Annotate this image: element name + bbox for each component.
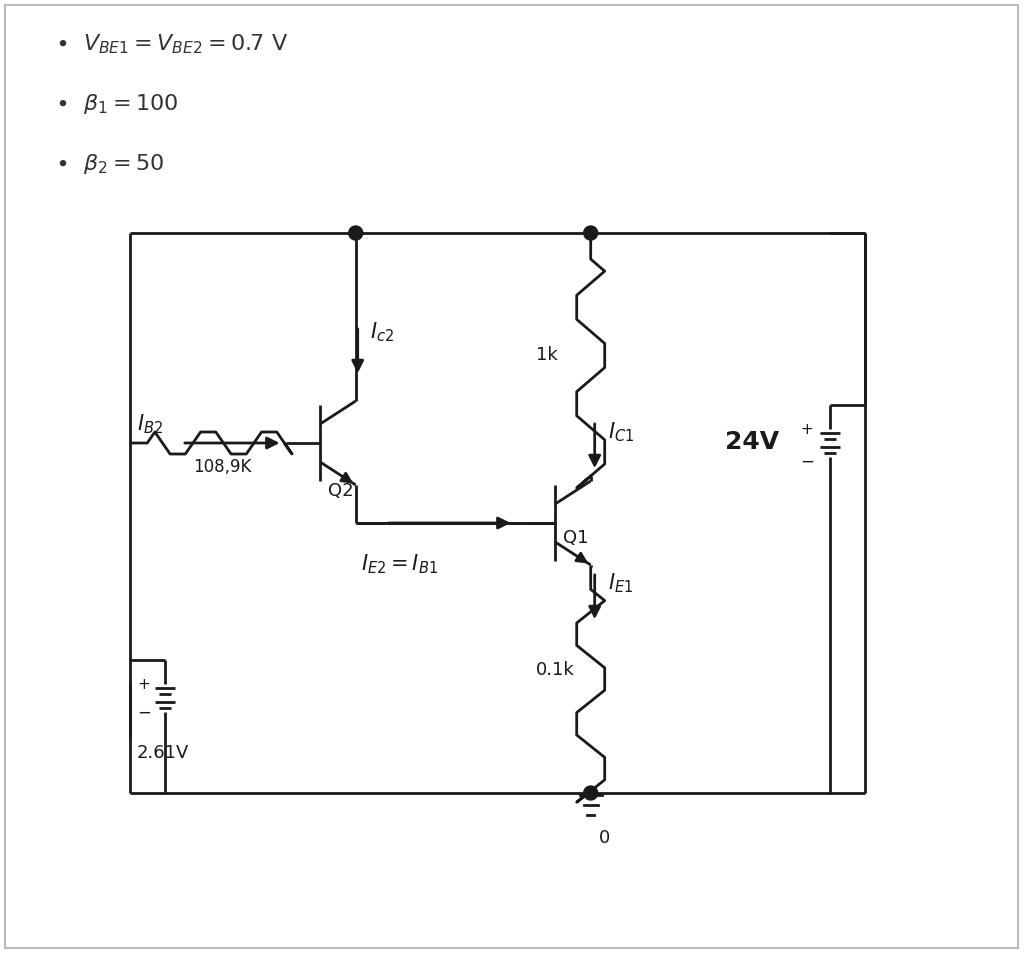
FancyBboxPatch shape bbox=[5, 6, 1018, 948]
Text: +: + bbox=[800, 422, 813, 437]
Text: Q1: Q1 bbox=[563, 529, 589, 546]
Text: $\bullet$  $V_{BE1} = V_{BE2} = 0.7\ \mathrm{V}$: $\bullet$ $V_{BE1} = V_{BE2} = 0.7\ \mat… bbox=[55, 32, 288, 55]
Text: $I_{c2}$: $I_{c2}$ bbox=[370, 320, 394, 343]
Text: $I_{E2}=I_{B1}$: $I_{E2}=I_{B1}$ bbox=[360, 552, 437, 575]
Text: 2.61V: 2.61V bbox=[137, 743, 189, 761]
Text: 0: 0 bbox=[599, 828, 610, 846]
Text: −: − bbox=[800, 453, 814, 471]
Text: $I_{B2}$: $I_{B2}$ bbox=[137, 412, 163, 436]
Text: Q2: Q2 bbox=[328, 481, 353, 499]
Text: $\bullet$  $\beta_1 = 100$: $\bullet$ $\beta_1 = 100$ bbox=[55, 91, 178, 116]
Circle shape bbox=[584, 786, 598, 801]
Text: $I_{E1}$: $I_{E1}$ bbox=[607, 571, 633, 594]
Circle shape bbox=[584, 227, 598, 241]
Text: 24V: 24V bbox=[725, 430, 779, 454]
Text: $I_{C1}$: $I_{C1}$ bbox=[607, 419, 634, 443]
Text: +: + bbox=[137, 677, 150, 692]
Text: −: − bbox=[137, 703, 151, 721]
Text: 1k: 1k bbox=[536, 346, 557, 364]
Circle shape bbox=[349, 227, 362, 241]
Text: 108,9K: 108,9K bbox=[194, 457, 252, 476]
Text: $\bullet$  $\beta_2 = 50$: $\bullet$ $\beta_2 = 50$ bbox=[55, 152, 164, 175]
Text: 0.1k: 0.1k bbox=[536, 660, 574, 679]
